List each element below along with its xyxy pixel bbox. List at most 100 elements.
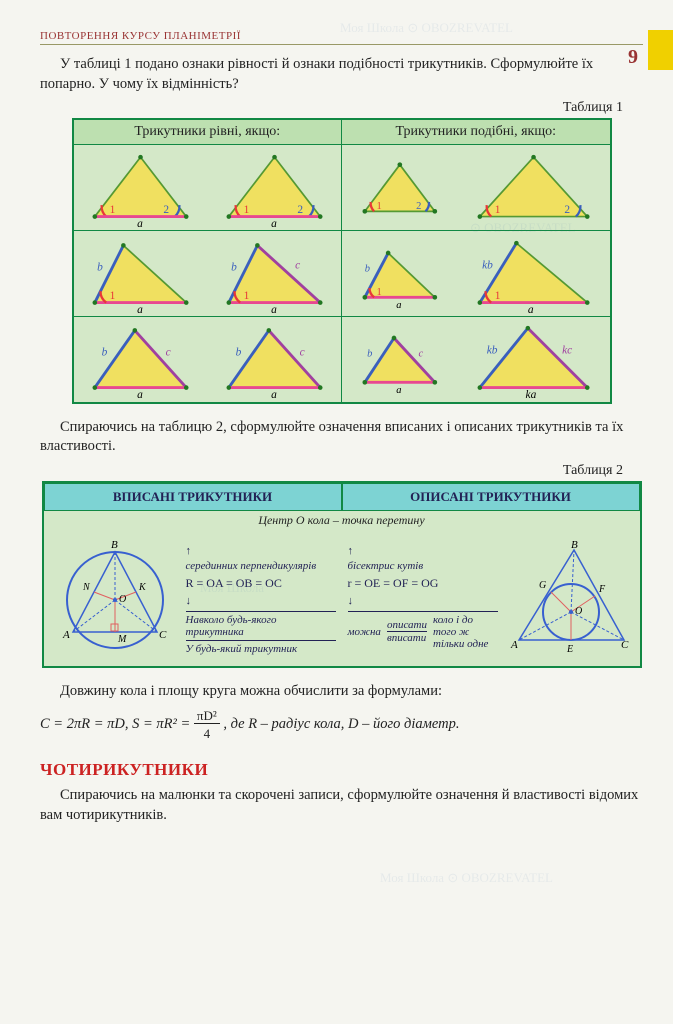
svg-text:O: O [119, 594, 126, 605]
inscribed-text: ↑ серединних перпендикулярів R = OA = OB… [180, 540, 342, 660]
bottom-opt2: вписати [387, 632, 427, 644]
svg-text:C: C [159, 629, 167, 641]
svg-text:b: b [97, 261, 103, 273]
triangle-sim-3b: kb kc ka [464, 319, 603, 399]
svg-text:C: C [621, 639, 629, 651]
svg-text:E: E [566, 644, 573, 655]
svg-text:b: b [235, 347, 241, 359]
triangle-equal-3b: b c a [213, 319, 336, 399]
svg-text:2: 2 [163, 204, 169, 216]
svg-text:O: O [575, 606, 582, 617]
mid-paragraph: Спираючись на таблицю 2, сформулюйте озн… [40, 418, 643, 457]
watermark-icon: Моя Школа ⊙ OBOZREVATEL [380, 870, 553, 886]
left-mid-text: серединних перпендикулярів [186, 560, 336, 572]
svg-text:1: 1 [494, 204, 500, 216]
svg-text:b: b [102, 347, 108, 359]
bottom-left-2: У будь-який трикутник [186, 640, 336, 655]
triangle-equal-2b: b c 1 a [213, 234, 336, 314]
triangle-equal-2a: b 1 a [79, 234, 202, 314]
svg-text:kb: kb [482, 259, 493, 271]
svg-text:K: K [138, 582, 147, 593]
table2-label: Таблиця 2 [40, 463, 623, 479]
table2-center-text: Центр O кола – точка перетину [44, 513, 640, 528]
formula-main: C = 2πR = πD, S = πR² = [40, 716, 194, 732]
table2-header-inscribed: ВПИСАНІ ТРИКУТНИКИ [44, 483, 342, 511]
svg-text:a: a [271, 303, 277, 313]
table1-r2c2: b 1 a kb 1 a [342, 231, 611, 317]
svg-text:a: a [396, 299, 401, 308]
svg-text:1: 1 [110, 204, 116, 216]
table1-r3c2: b c a kb kc ka [342, 317, 611, 403]
svg-text:A: A [62, 629, 70, 641]
svg-text:c: c [299, 347, 304, 359]
page-number: 9 [628, 46, 638, 69]
table2-circles: ВПИСАНІ ТРИКУТНИКИ ОПИСАНІ ТРИКУТНИКИ Це… [42, 481, 642, 668]
triangle-equal-1a: 1 2 a [79, 148, 202, 228]
triangle-sim-1b: 1 2 [464, 148, 603, 228]
bottom-opt1: описати [387, 619, 427, 632]
svg-text:1: 1 [243, 290, 249, 302]
svg-text:1: 1 [110, 290, 116, 302]
svg-text:2: 2 [416, 201, 421, 212]
svg-text:G: G [539, 580, 546, 591]
frac-numerator: πD² [194, 708, 220, 724]
svg-text:a: a [396, 385, 401, 394]
inscribed-figure: B A C O N K M [50, 540, 180, 660]
circumscribed-figure: B A C O G F E [504, 540, 634, 660]
down-arrow-icon-2: ↓ [348, 595, 354, 607]
triangle-sim-2b: kb 1 a [464, 234, 603, 314]
intro-paragraph: У таблиці 1 подано ознаки рівності й озн… [40, 55, 643, 94]
right-formula: r = OE = OF = OG [348, 576, 498, 591]
left-formula: R = OA = OB = OC [186, 576, 336, 591]
chapter-header: ПОВТОРЕННЯ КУРСУ ПЛАНІМЕТРІЇ [40, 30, 643, 42]
svg-text:1: 1 [376, 287, 381, 298]
triangle-sim-1a: 1 2 [349, 153, 451, 223]
bottom-mid: можна [348, 626, 381, 638]
formula-suffix: , де R – радіус кола, D – його діаметр. [223, 716, 459, 732]
svg-text:a: a [528, 303, 534, 313]
svg-text:2: 2 [297, 204, 303, 216]
table1-triangles: Трикутники рівні, якщо: Трикутники подіб… [72, 118, 612, 404]
table1-header-equal: Трикутники рівні, якщо: [73, 119, 342, 145]
table1-r3c1: b c a b c a [73, 317, 342, 403]
section-quadrilaterals: ЧОТИРИКУТНИКИ [40, 760, 643, 780]
last-paragraph: Спираючись на малюнки та скорочені запис… [40, 786, 643, 825]
svg-text:a: a [271, 217, 277, 227]
table1-header-similar: Трикутники подібні, якщо: [342, 119, 611, 145]
svg-text:b: b [367, 349, 372, 360]
svg-text:a: a [271, 389, 277, 399]
svg-text:b: b [365, 263, 370, 274]
svg-text:M: M [117, 634, 127, 645]
svg-text:a: a [137, 303, 143, 313]
triangle-equal-1b: 1 2 a [213, 148, 336, 228]
up-arrow-icon-2: ↑ [348, 545, 354, 557]
circumscribed-text: ↑ бісектрис кутів r = OE = OF = OG ↓ мож… [342, 540, 504, 660]
circumscribed-circle-svg: B A C O G F E [509, 540, 629, 660]
bottom-left-1: Навколо будь-якого трикутника [186, 614, 336, 638]
right-mid-text: бісектрис кутів [348, 560, 498, 572]
svg-text:2: 2 [564, 204, 570, 216]
svg-text:c: c [295, 259, 300, 271]
svg-text:1: 1 [494, 290, 500, 302]
bottom-right: коло і до того ж тільки одне [433, 614, 498, 650]
svg-text:N: N [82, 582, 91, 593]
inscribed-circle-svg: B A C O N K M [55, 540, 175, 660]
svg-text:kc: kc [562, 345, 572, 357]
svg-text:c: c [166, 347, 171, 359]
svg-text:1: 1 [376, 201, 381, 212]
formula-intro: Довжину кола і площу круга можна обчисли… [40, 682, 643, 702]
svg-text:1: 1 [243, 204, 249, 216]
svg-text:B: B [571, 540, 578, 551]
frac-denominator: 4 [201, 726, 214, 741]
fraction: πD² 4 [194, 707, 220, 742]
table2-header-circumscribed: ОПИСАНІ ТРИКУТНИКИ [342, 483, 640, 511]
svg-text:F: F [598, 584, 606, 595]
table1-r2c1: b 1 a b c 1 a [73, 231, 342, 317]
header-rule [40, 44, 643, 45]
table1-r1c2: 1 2 1 2 [342, 145, 611, 231]
svg-text:b: b [231, 261, 237, 273]
svg-text:kb: kb [486, 345, 497, 357]
svg-text:A: A [510, 639, 518, 651]
svg-text:a: a [137, 217, 143, 227]
page-corner-tab [648, 30, 673, 70]
